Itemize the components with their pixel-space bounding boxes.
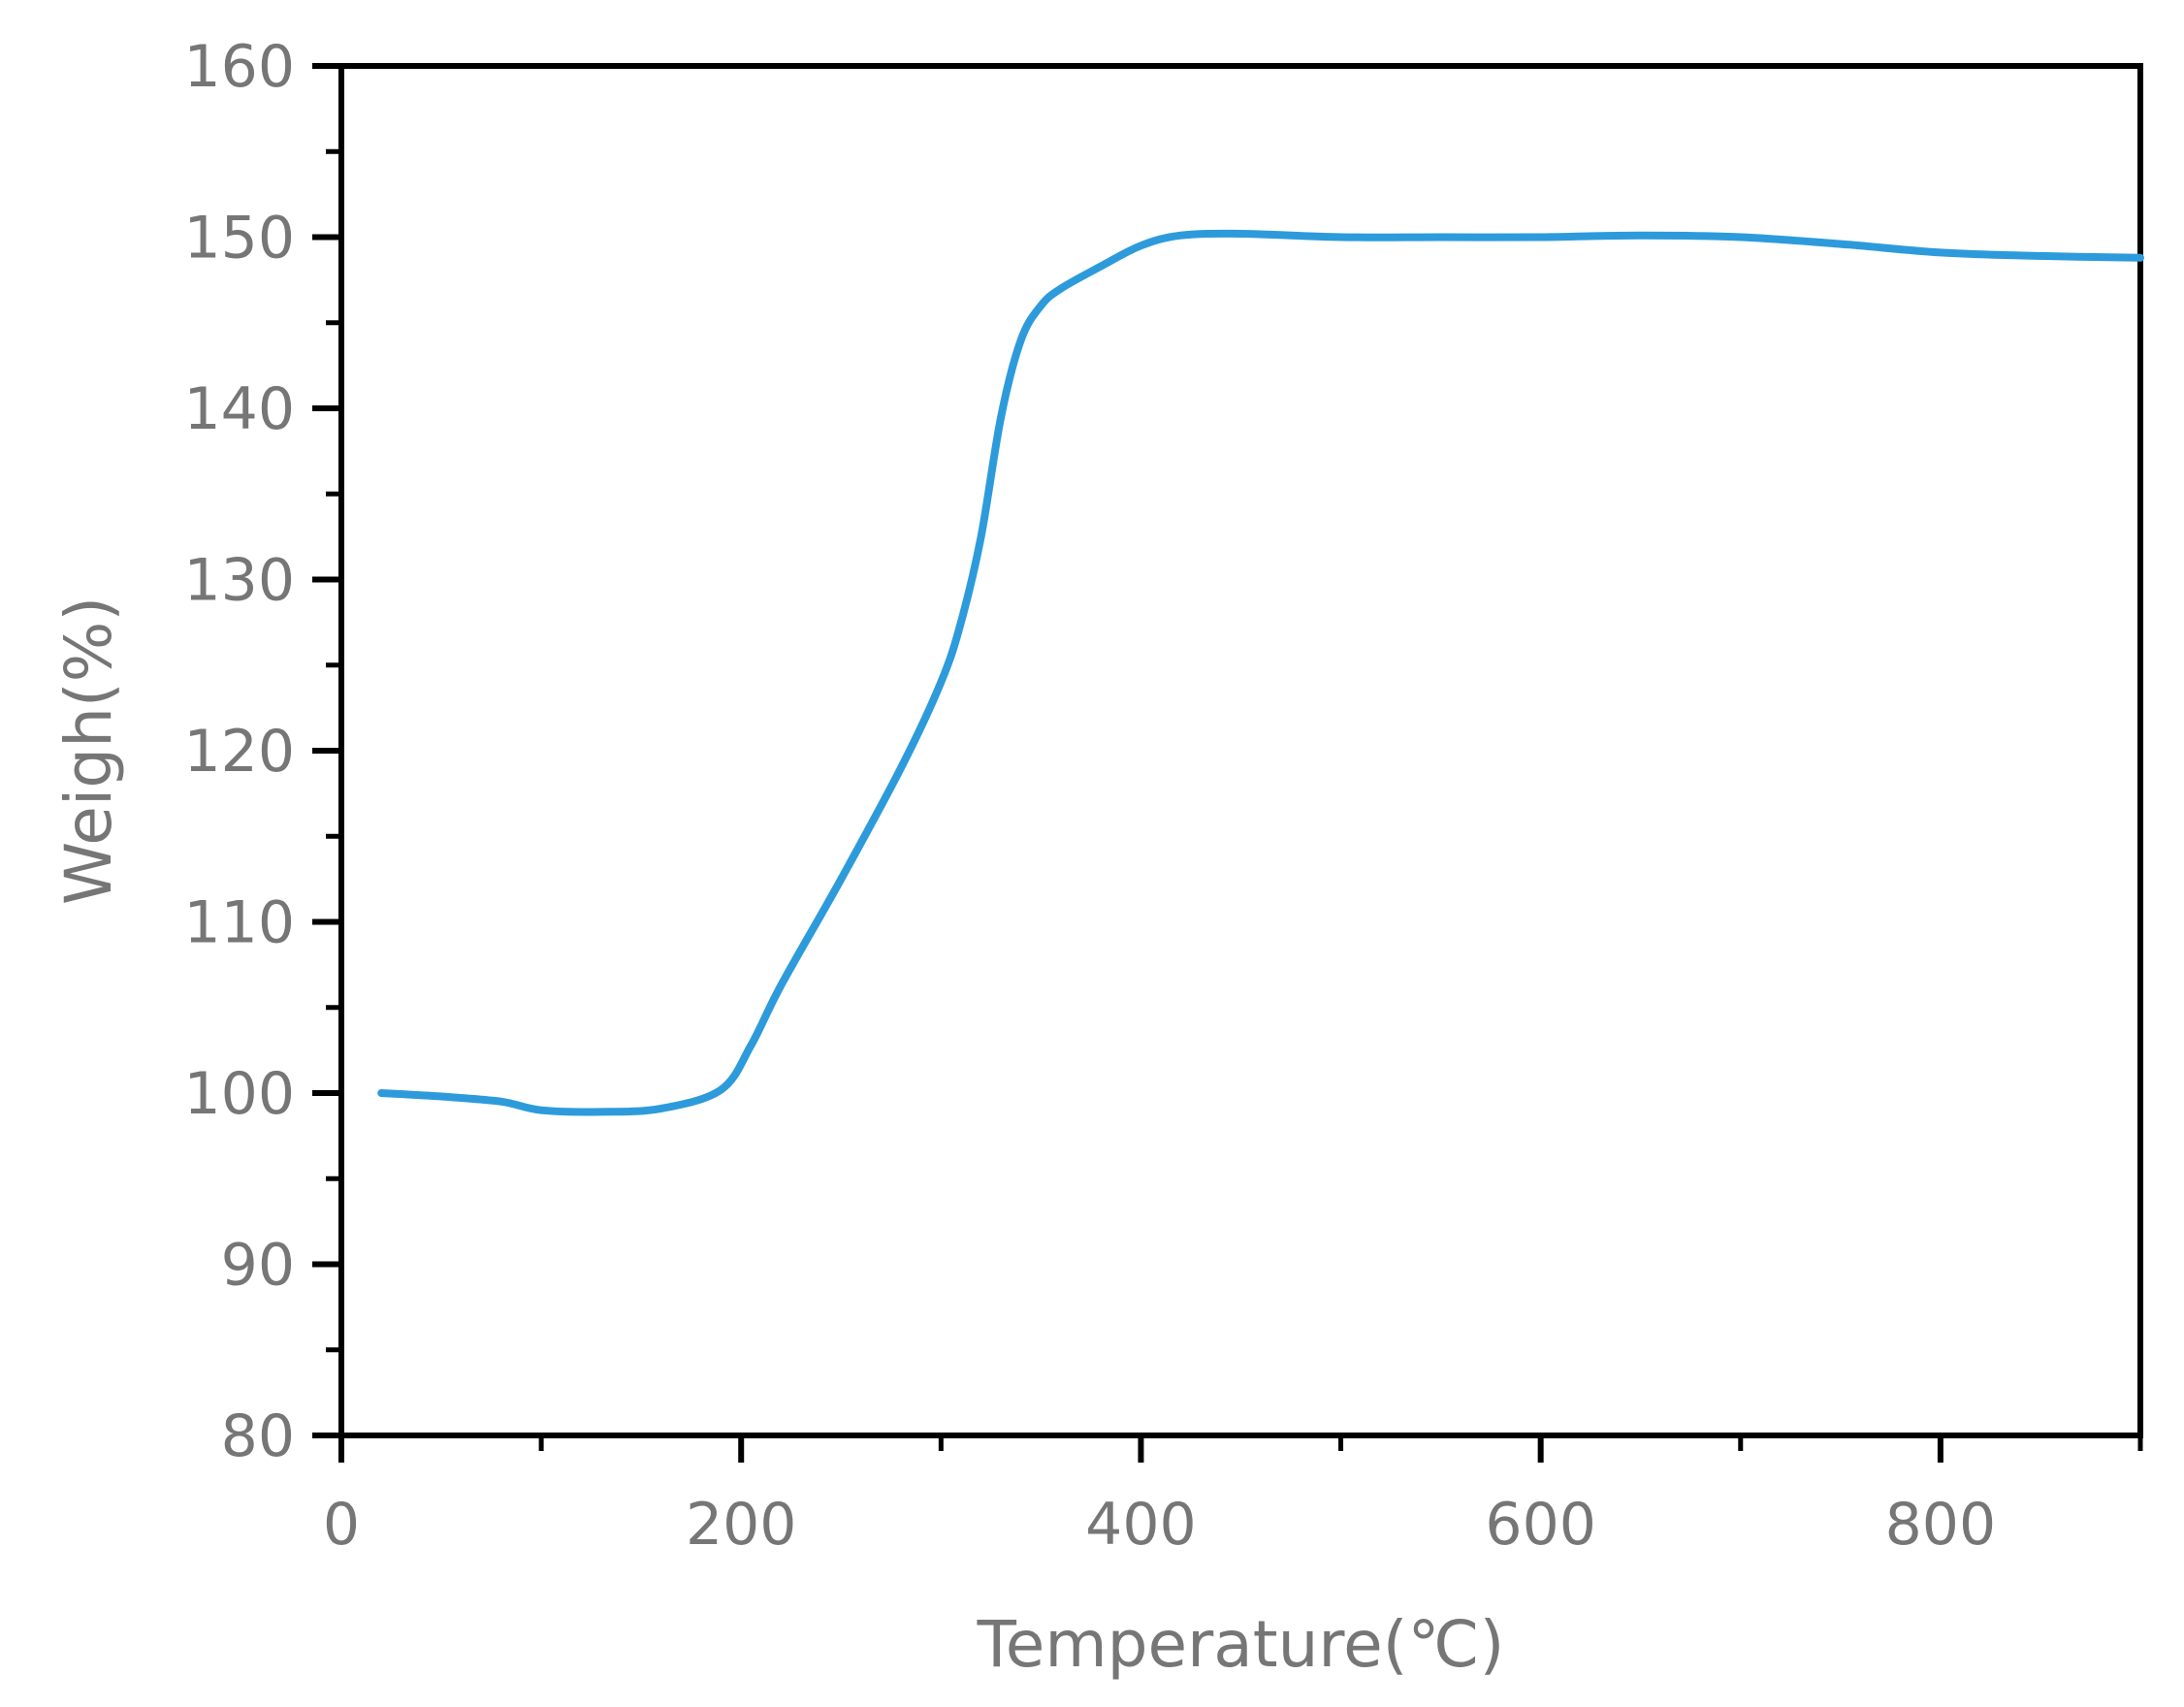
x-tick-label: 800 — [1885, 1491, 1997, 1559]
y-tick-label: 110 — [183, 889, 295, 957]
y-tick-label: 160 — [183, 33, 295, 101]
y-tick-label: 90 — [221, 1232, 295, 1300]
x-axis-title: Temperature(℃) — [977, 1607, 1505, 1682]
y-axis-title: Weigh(%) — [51, 596, 126, 905]
x-tick-label: 200 — [686, 1491, 797, 1559]
series-line — [377, 229, 2144, 1116]
y-tick-label: 130 — [183, 547, 295, 615]
axis-tick-labels: 80 90 100 110 120 130 140 150 160 0 200 400 600 800 — [183, 33, 1996, 1559]
y-tick-label: 120 — [183, 718, 295, 786]
y-tick-label: 80 — [221, 1402, 295, 1470]
x-tick-label: 400 — [1085, 1491, 1197, 1559]
x-tick-label: 600 — [1485, 1491, 1596, 1559]
y-tick-label: 100 — [183, 1060, 295, 1128]
x-tick-label: 0 — [323, 1491, 360, 1559]
axis-ticks — [312, 63, 2143, 1463]
y-tick-label: 140 — [183, 375, 295, 443]
plot-frame — [338, 63, 2143, 1438]
y-tick-label: 150 — [183, 205, 295, 273]
